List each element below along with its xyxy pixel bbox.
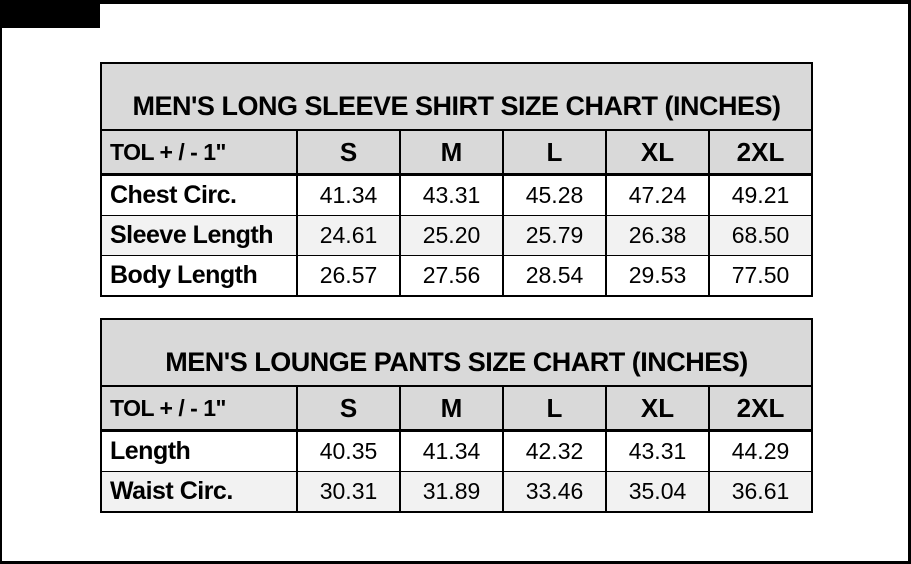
size-value-cell: 41.34 <box>296 174 401 216</box>
pants-table-title: MEN'S LOUNGE PANTS SIZE CHART (INCHES) <box>100 318 813 387</box>
size-value-cell: 47.24 <box>605 174 710 216</box>
size-value-cell: 25.79 <box>502 215 607 256</box>
size-value-cell: 43.31 <box>399 174 504 216</box>
size-value-cell: 40.35 <box>296 430 401 472</box>
table-row-waist-circ: Waist Circ. 30.31 31.89 33.46 35.04 36.6… <box>100 471 813 513</box>
size-header-s: S <box>296 385 401 432</box>
row-label: Waist Circ. <box>100 471 298 513</box>
size-value-cell: 28.54 <box>502 255 607 297</box>
size-value-cell: 26.38 <box>605 215 710 256</box>
size-header-xl: XL <box>605 385 710 432</box>
size-header-xl: XL <box>605 129 710 176</box>
table-row-length: Length 40.35 41.34 42.32 43.31 44.29 <box>100 430 813 472</box>
size-header-m: M <box>399 129 504 176</box>
size-value-cell: 27.56 <box>399 255 504 297</box>
size-value-cell: 41.34 <box>399 430 504 472</box>
size-header-m: M <box>399 385 504 432</box>
table-header-row: TOL + / - 1" S M L XL 2XL <box>100 385 813 432</box>
pants-size-chart-table: MEN'S LOUNGE PANTS SIZE CHART (INCHES) T… <box>100 318 813 513</box>
size-value-cell: 49.21 <box>708 174 813 216</box>
size-header-s: S <box>296 129 401 176</box>
table-row-sleeve-length: Sleeve Length 24.61 25.20 25.79 26.38 68… <box>100 215 813 256</box>
size-value-cell: 26.57 <box>296 255 401 297</box>
size-value-cell: 31.89 <box>399 471 504 513</box>
size-value-cell: 42.32 <box>502 430 607 472</box>
row-label: Length <box>100 430 298 472</box>
size-value-cell: 68.50 <box>708 215 813 256</box>
size-value-cell: 29.53 <box>605 255 710 297</box>
table-header-row: TOL + / - 1" S M L XL 2XL <box>100 129 813 176</box>
row-label: Chest Circ. <box>100 174 298 216</box>
tolerance-header-cell: TOL + / - 1" <box>100 385 298 432</box>
size-value-cell: 44.29 <box>708 430 813 472</box>
size-value-cell: 36.61 <box>708 471 813 513</box>
size-header-l: L <box>502 385 607 432</box>
size-value-cell: 35.04 <box>605 471 710 513</box>
size-header-l: L <box>502 129 607 176</box>
size-value-cell: 43.31 <box>605 430 710 472</box>
size-value-cell: 45.28 <box>502 174 607 216</box>
size-value-cell: 24.61 <box>296 215 401 256</box>
size-value-cell: 25.20 <box>399 215 504 256</box>
shirt-table-title: MEN'S LONG SLEEVE SHIRT SIZE CHART (INCH… <box>100 62 813 131</box>
size-value-cell: 33.46 <box>502 471 607 513</box>
size-header-2xl: 2XL <box>708 385 813 432</box>
table-title-row: MEN'S LOUNGE PANTS SIZE CHART (INCHES) <box>100 318 813 387</box>
size-value-cell: 30.31 <box>296 471 401 513</box>
tolerance-header-cell: TOL + / - 1" <box>100 129 298 176</box>
table-row-body-length: Body Length 26.57 27.56 28.54 29.53 77.5… <box>100 255 813 297</box>
shirt-size-chart-table: MEN'S LONG SLEEVE SHIRT SIZE CHART (INCH… <box>100 62 813 297</box>
row-label: Body Length <box>100 255 298 297</box>
table-title-row: MEN'S LONG SLEEVE SHIRT SIZE CHART (INCH… <box>100 62 813 131</box>
table-row-chest-circ: Chest Circ. 41.34 43.31 45.28 47.24 49.2… <box>100 174 813 216</box>
size-value-cell: 77.50 <box>708 255 813 297</box>
row-label: Sleeve Length <box>100 215 298 256</box>
corner-black-block <box>0 0 100 28</box>
size-header-2xl: 2XL <box>708 129 813 176</box>
